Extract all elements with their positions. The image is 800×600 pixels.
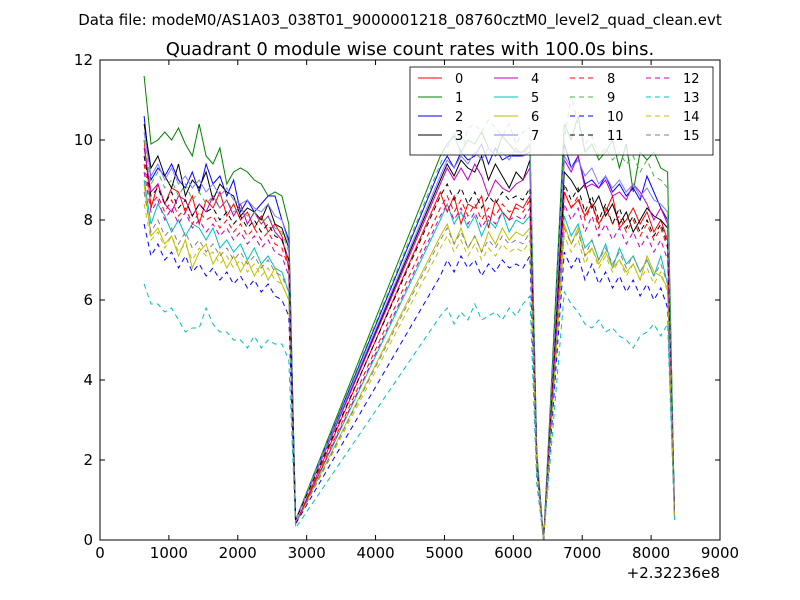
legend-box — [409, 66, 714, 156]
legend-label-2: 2 — [455, 110, 463, 125]
series-line-4 — [143, 147, 675, 541]
x-tick-label: 1000 — [150, 544, 188, 562]
series-line-6 — [143, 183, 675, 541]
series-line-8 — [143, 163, 675, 541]
legend-label-1: 1 — [455, 91, 463, 106]
series-layer — [143, 75, 675, 541]
x-tick-label: 7000 — [563, 544, 601, 562]
legend-label-9: 9 — [607, 91, 615, 106]
series-line-0 — [143, 139, 675, 541]
chart-suptitle: Data file: modeM0/AS1A03_038T01_90000012… — [78, 11, 722, 30]
x-tick-label: 0 — [95, 544, 105, 562]
axis-layer: 0 1000 2000 3000 4000 5000 6000 7000 8000 9000 0 2 4… — [74, 51, 739, 562]
legend-label-0: 0 — [455, 72, 463, 87]
x-tick-label: 4000 — [356, 544, 394, 562]
series-line-12 — [143, 171, 675, 541]
series-line-7 — [143, 131, 675, 541]
legend-label-11: 11 — [607, 129, 624, 144]
legend-label-12: 12 — [683, 72, 700, 87]
y-tick-label: 0 — [83, 531, 93, 549]
x-tick-label: 8000 — [632, 544, 670, 562]
legend-label-7: 7 — [531, 129, 539, 144]
x-tick-label: 6000 — [494, 544, 532, 562]
series-line-5 — [143, 179, 675, 541]
y-tick-label: 12 — [74, 51, 93, 69]
x-tick-label: 3000 — [288, 544, 326, 562]
series-line-13 — [143, 283, 675, 541]
x-tick-label: 2000 — [219, 544, 257, 562]
y-tick-label: 4 — [83, 371, 93, 389]
y-tick-label: 8 — [83, 211, 93, 229]
series-line-15 — [143, 191, 675, 541]
legend-label-13: 13 — [683, 91, 700, 106]
series-line-11 — [143, 155, 675, 541]
series-line-14 — [143, 203, 675, 541]
legend-label-6: 6 — [531, 110, 539, 125]
legend-label-8: 8 — [607, 72, 615, 87]
legend-label-15: 15 — [683, 129, 700, 144]
legend-label-5: 5 — [531, 91, 539, 106]
y-tick-label: 10 — [74, 131, 93, 149]
y-tick-label: 6 — [83, 291, 93, 309]
legend-label-14: 14 — [683, 110, 700, 125]
plot-frame — [99, 59, 721, 541]
legend-label-3: 3 — [455, 129, 463, 144]
series-line-10 — [143, 223, 675, 541]
legend-label-4: 4 — [531, 72, 539, 87]
x-offset-label: +2.32236e8 — [627, 564, 720, 582]
x-tick-label: 9000 — [701, 544, 739, 562]
y-tick-label: 2 — [83, 451, 93, 469]
x-tick-label: 5000 — [425, 544, 463, 562]
chart-title: Quadrant 0 module wise count rates with … — [166, 39, 655, 60]
legend-label-10: 10 — [607, 110, 624, 125]
series-line-3 — [143, 123, 675, 541]
